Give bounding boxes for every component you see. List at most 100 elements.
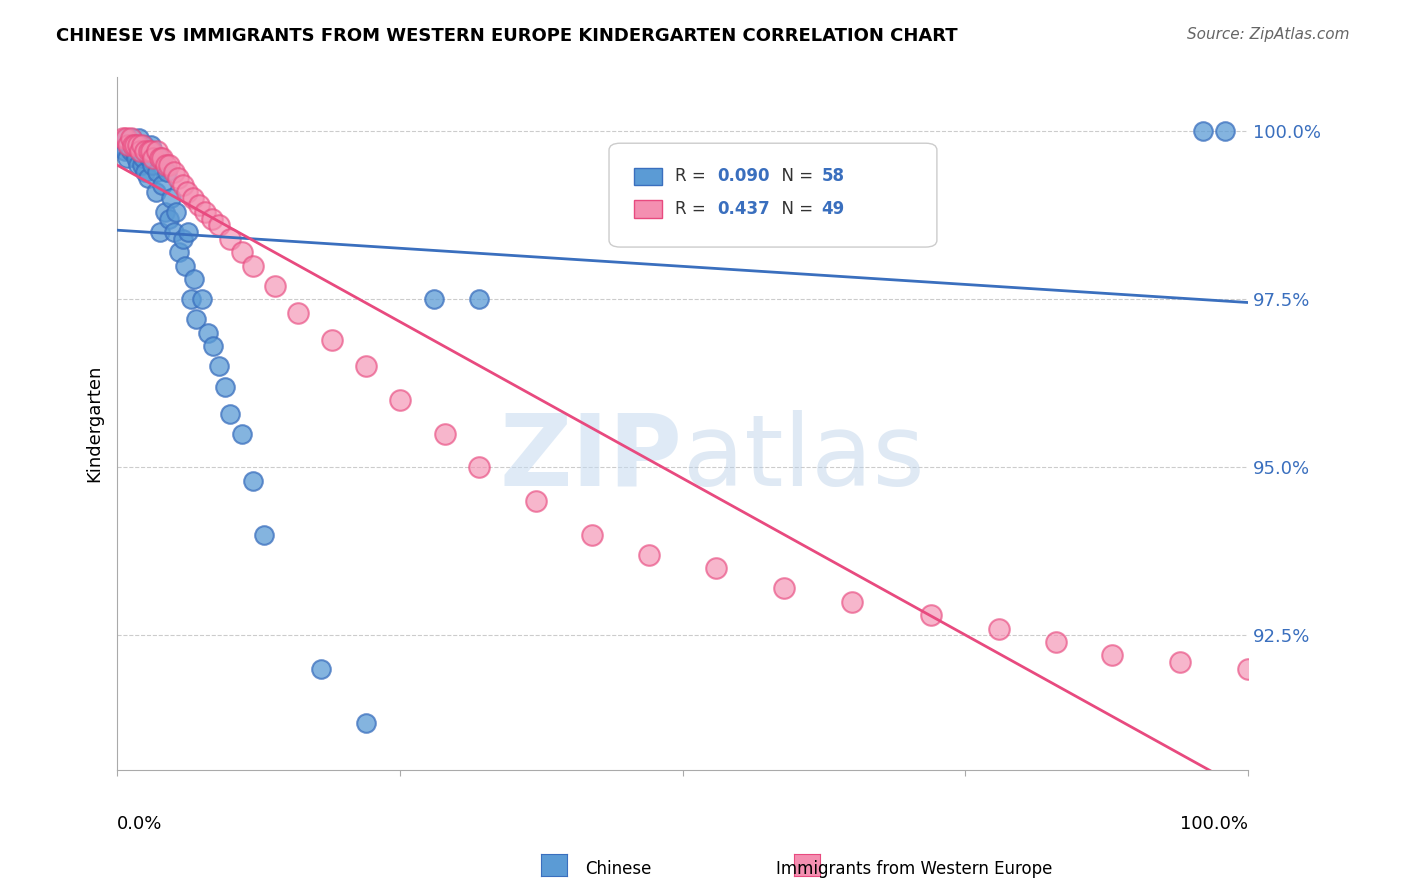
Point xyxy=(127,158,149,172)
Point xyxy=(180,292,202,306)
Point xyxy=(138,151,160,165)
Point xyxy=(194,205,217,219)
Point xyxy=(128,145,150,159)
Point xyxy=(231,245,253,260)
Text: R =: R = xyxy=(675,200,710,218)
Point xyxy=(354,359,377,374)
Point xyxy=(134,137,156,152)
Point xyxy=(176,185,198,199)
Point xyxy=(1045,635,1067,649)
Point xyxy=(149,225,172,239)
Point xyxy=(423,292,446,306)
Point xyxy=(148,151,170,165)
Point xyxy=(172,178,194,192)
Point xyxy=(434,426,457,441)
Point xyxy=(117,137,139,152)
Point xyxy=(115,131,138,145)
Point xyxy=(920,608,942,623)
Point xyxy=(156,164,179,178)
Point xyxy=(214,379,236,393)
Point xyxy=(120,145,142,159)
Point xyxy=(242,474,264,488)
Point xyxy=(177,225,200,239)
Point xyxy=(172,232,194,246)
Point xyxy=(287,306,309,320)
Point xyxy=(186,312,208,326)
Text: 0.437: 0.437 xyxy=(717,200,770,218)
Point xyxy=(124,137,146,152)
Point xyxy=(138,145,160,159)
Point xyxy=(321,333,343,347)
Point xyxy=(121,131,143,145)
Text: atlas: atlas xyxy=(682,409,924,507)
Point xyxy=(197,326,219,340)
Point xyxy=(988,622,1011,636)
Point xyxy=(201,211,224,226)
Point xyxy=(1101,648,1123,663)
Point xyxy=(152,151,174,165)
Text: Immigrants from Western Europe: Immigrants from Western Europe xyxy=(776,860,1052,878)
Point xyxy=(169,245,191,260)
Point xyxy=(121,137,143,152)
Point xyxy=(157,211,180,226)
Point xyxy=(129,137,152,152)
Point xyxy=(165,205,187,219)
Point xyxy=(124,137,146,152)
Point xyxy=(219,407,242,421)
Point xyxy=(136,171,159,186)
FancyBboxPatch shape xyxy=(634,168,662,186)
Point xyxy=(132,151,155,165)
Text: 0.0%: 0.0% xyxy=(117,814,163,833)
Point xyxy=(706,561,728,575)
Text: Source: ZipAtlas.com: Source: ZipAtlas.com xyxy=(1187,27,1350,42)
Point xyxy=(181,191,204,205)
Point xyxy=(1237,662,1260,676)
Point xyxy=(264,278,287,293)
Point xyxy=(208,219,231,233)
Point xyxy=(155,158,177,172)
Point xyxy=(139,145,162,159)
Point xyxy=(139,137,162,152)
FancyBboxPatch shape xyxy=(609,144,936,247)
Point xyxy=(242,259,264,273)
FancyBboxPatch shape xyxy=(634,201,662,218)
Point xyxy=(468,460,491,475)
Text: 49: 49 xyxy=(821,200,845,218)
Point xyxy=(163,225,186,239)
Point xyxy=(128,145,150,159)
Point xyxy=(117,151,139,165)
Point xyxy=(125,151,148,165)
Text: Chinese: Chinese xyxy=(585,860,652,878)
Point xyxy=(208,359,231,374)
Text: ZIP: ZIP xyxy=(499,409,682,507)
Point xyxy=(1191,124,1213,138)
Point xyxy=(157,158,180,172)
Point xyxy=(773,582,796,596)
Text: 0.090: 0.090 xyxy=(717,168,770,186)
Point xyxy=(141,158,163,172)
Point xyxy=(253,527,276,541)
Text: N =: N = xyxy=(770,168,818,186)
Point xyxy=(145,164,167,178)
Point xyxy=(219,232,242,246)
Point xyxy=(1168,655,1191,669)
Point xyxy=(160,191,183,205)
Point xyxy=(127,137,149,152)
Point xyxy=(388,393,411,408)
Point xyxy=(134,164,156,178)
Point xyxy=(202,339,225,353)
Point xyxy=(134,145,156,159)
Point xyxy=(122,145,145,159)
Point xyxy=(131,158,153,172)
Point xyxy=(120,131,142,145)
Point xyxy=(841,595,863,609)
Point xyxy=(115,131,138,145)
Point xyxy=(167,171,190,186)
Point xyxy=(149,151,172,165)
Point xyxy=(131,137,153,152)
Point xyxy=(174,259,197,273)
Point xyxy=(117,137,139,152)
Point xyxy=(1213,124,1236,138)
Point xyxy=(468,292,491,306)
Point xyxy=(524,494,547,508)
